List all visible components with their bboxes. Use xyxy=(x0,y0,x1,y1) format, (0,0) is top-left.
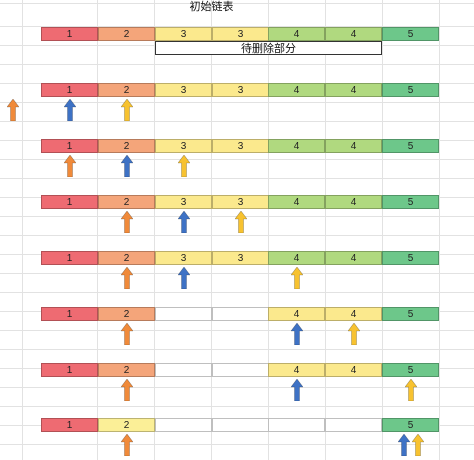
list-node-cell: 5 xyxy=(382,251,439,265)
list-node-cell: 1 xyxy=(41,307,98,321)
list-node-cell: 4 xyxy=(325,27,382,41)
list-node-cell: 3 xyxy=(212,251,269,265)
list-node-cell xyxy=(325,418,382,432)
pointer-arrow-icon xyxy=(404,379,417,401)
list-node-cell: 4 xyxy=(325,195,382,209)
pointer-arrow-icon xyxy=(177,155,190,177)
list-node-cell: 3 xyxy=(212,195,269,209)
list-node-cell: 5 xyxy=(382,418,439,432)
list-node-cell: 5 xyxy=(382,83,439,97)
list-node-cell: 5 xyxy=(382,363,439,377)
list-node-cell xyxy=(212,363,269,377)
list-node-cell: 4 xyxy=(325,251,382,265)
pointer-arrow-icon xyxy=(290,267,303,289)
list-node-cell xyxy=(155,418,212,432)
list-node-cell: 3 xyxy=(212,27,269,41)
pointer-arrow-icon xyxy=(290,379,303,401)
list-node-cell: 4 xyxy=(268,363,325,377)
list-node-cell: 4 xyxy=(268,195,325,209)
list-node-cell: 3 xyxy=(155,195,212,209)
diagram-title: 初始链表 xyxy=(189,1,234,13)
list-node-cell: 1 xyxy=(41,251,98,265)
pointer-arrow-icon xyxy=(120,155,133,177)
pointer-arrow-icon xyxy=(120,99,133,121)
pointer-arrow-icon xyxy=(177,267,190,289)
pointer-arrow-icon xyxy=(120,211,133,233)
list-node-cell xyxy=(212,307,269,321)
pointer-arrow-icon xyxy=(120,323,133,345)
list-node-cell: 1 xyxy=(41,195,98,209)
list-node-cell: 2 xyxy=(98,27,155,41)
pointer-arrow-icon xyxy=(120,434,133,456)
list-node-cell: 4 xyxy=(268,27,325,41)
list-node-cell: 4 xyxy=(268,251,325,265)
pointer-arrow-icon xyxy=(120,267,133,289)
list-node-cell: 2 xyxy=(98,139,155,153)
list-node-cell xyxy=(268,418,325,432)
pointer-arrow-icon xyxy=(63,155,76,177)
list-node-cell: 3 xyxy=(155,139,212,153)
list-node-cell xyxy=(155,307,212,321)
pointer-arrow-icon xyxy=(347,323,360,345)
to-delete-note: 待删除部分 xyxy=(155,41,382,55)
list-node-cell: 4 xyxy=(325,139,382,153)
list-node-cell: 3 xyxy=(212,139,269,153)
list-node-cell: 5 xyxy=(382,27,439,41)
list-node-cell xyxy=(212,418,269,432)
list-node-cell: 3 xyxy=(155,251,212,265)
list-node-cell: 3 xyxy=(155,27,212,41)
pointer-arrow-icon xyxy=(398,434,410,456)
list-node-cell: 4 xyxy=(325,363,382,377)
list-node-cell: 4 xyxy=(268,139,325,153)
pointer-arrow-icon xyxy=(63,99,76,121)
list-node-cell: 3 xyxy=(155,83,212,97)
pointer-arrow-icon xyxy=(120,379,133,401)
list-node-cell: 2 xyxy=(98,83,155,97)
list-node-cell: 4 xyxy=(268,307,325,321)
list-node-cell: 5 xyxy=(382,139,439,153)
pointer-arrow-icon xyxy=(290,323,303,345)
list-node-cell: 1 xyxy=(41,363,98,377)
list-node-cell: 5 xyxy=(382,307,439,321)
list-node-cell: 1 xyxy=(41,418,98,432)
list-node-cell: 1 xyxy=(41,83,98,97)
pointer-arrow-icon xyxy=(7,99,19,121)
list-node-cell: 3 xyxy=(212,83,269,97)
list-node-cell: 4 xyxy=(268,83,325,97)
pointer-arrow-icon xyxy=(412,434,424,456)
list-node-cell xyxy=(155,363,212,377)
pointer-arrow-icon xyxy=(177,211,190,233)
pointer-arrow-icon xyxy=(234,211,247,233)
list-node-cell: 4 xyxy=(325,307,382,321)
list-node-cell: 5 xyxy=(382,195,439,209)
list-node-cell: 4 xyxy=(325,83,382,97)
list-node-cell: 1 xyxy=(41,27,98,41)
list-node-cell: 2 xyxy=(98,195,155,209)
list-node-cell: 2 xyxy=(98,307,155,321)
list-node-cell: 2 xyxy=(98,363,155,377)
list-node-cell: 2 xyxy=(98,251,155,265)
list-node-cell: 1 xyxy=(41,139,98,153)
list-node-cell: 2 xyxy=(98,418,155,432)
